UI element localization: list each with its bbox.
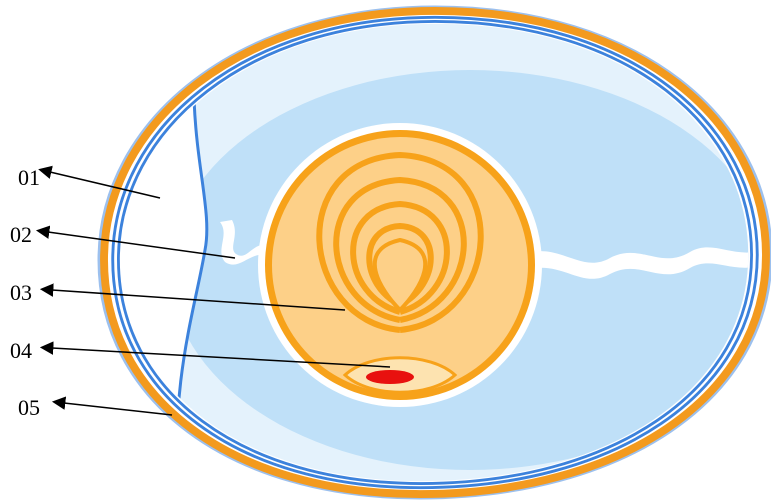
label: 01 (18, 165, 40, 190)
label: 05 (18, 395, 40, 420)
arrow (39, 283, 346, 311)
arrow (38, 165, 161, 199)
arrow (51, 396, 173, 416)
label: 02 (10, 222, 32, 247)
yolk (258, 123, 542, 407)
label: 04 (10, 338, 32, 363)
blastodisc (366, 370, 414, 384)
arrow (35, 225, 236, 259)
arrow (39, 341, 391, 368)
arrows (35, 165, 391, 416)
label: 03 (10, 280, 32, 305)
